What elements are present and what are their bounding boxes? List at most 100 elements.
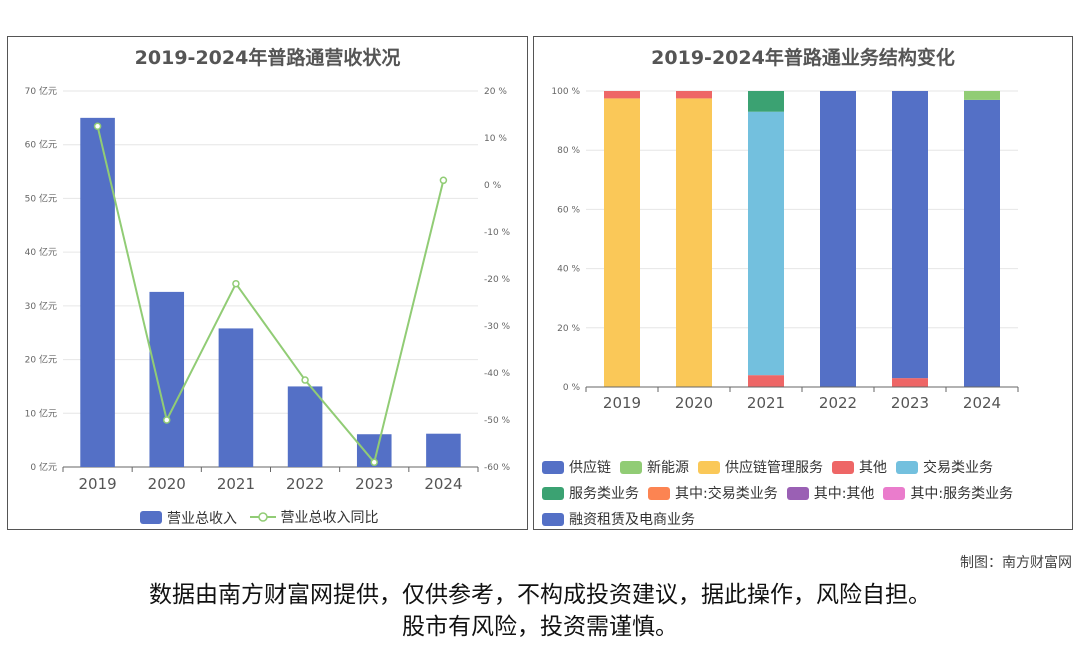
y-left-tick-label: 10 亿元 xyxy=(25,407,57,419)
stack-segment xyxy=(604,98,640,388)
y-right-tick-label: 20 % xyxy=(484,87,507,97)
legend-label: 供应链管理服务 xyxy=(725,460,823,476)
legend-swatch xyxy=(542,512,564,526)
y-left-tick-label: 70 亿元 xyxy=(25,85,57,97)
legend-swatch xyxy=(786,486,809,500)
legend-item-revenue[interactable]: 营业总收入 xyxy=(140,505,237,531)
y-left-tick-label: 40 亿元 xyxy=(25,246,57,258)
revenue-bar xyxy=(426,433,461,467)
disclaimer-line-2: 股市有风险，投资需谨慎。 xyxy=(402,614,678,640)
legend-item[interactable]: 交易类业务 xyxy=(896,454,993,480)
y-tick-label: 0 % xyxy=(563,383,581,393)
y-left-tick-label: 60 亿元 xyxy=(25,139,57,151)
y-left-tick-label: 20 亿元 xyxy=(25,354,57,366)
structure-chart-title: 2019-2024年普路通业务结构变化 xyxy=(651,47,955,69)
y-left-tick-label: 30 亿元 xyxy=(25,300,57,312)
legend-swatch xyxy=(620,460,642,474)
legend-label: 其他 xyxy=(859,460,887,476)
legend-item[interactable]: 其中:其他 xyxy=(786,480,875,506)
y-tick-label: 100 % xyxy=(551,87,580,97)
x-tick-label: 2022 xyxy=(819,394,857,412)
legend-label: 其中:其他 xyxy=(813,486,875,502)
legend-label: 融资租赁及电商业务 xyxy=(569,512,695,528)
yoy-point xyxy=(301,376,309,384)
legend-swatch xyxy=(542,460,564,474)
disclaimer: 数据由南方财富网提供，仅供参考，不构成投资建议，据此操作，风险自担。 股市有风险… xyxy=(0,579,1080,643)
legend-swatch xyxy=(883,486,906,500)
legend-label: 其中:服务类业务 xyxy=(910,486,1014,502)
stack-segment xyxy=(676,91,712,99)
y-right-tick-label: -40 % xyxy=(484,369,511,379)
revenue-legend: 营业总收入 营业总收入同比 xyxy=(140,504,387,531)
legend-item[interactable]: 融资租赁及电商业务 xyxy=(542,506,695,532)
legend-item[interactable]: 其中:交易类业务 xyxy=(648,480,778,506)
y-right-tick-label: -30 % xyxy=(484,322,511,332)
stack-segment xyxy=(820,91,856,387)
yoy-point xyxy=(232,279,240,288)
y-right-tick-label: -60 % xyxy=(484,463,511,473)
y-left-tick-label: 50 亿元 xyxy=(25,192,57,204)
stack-segment xyxy=(892,378,928,387)
revenue-bar xyxy=(149,291,185,467)
legend-line-icon xyxy=(250,512,277,522)
yoy-point xyxy=(163,416,171,424)
legend-swatch xyxy=(648,486,670,500)
y-tick-label: 60 % xyxy=(557,205,580,215)
y-right-tick-label: 10 % xyxy=(484,134,507,144)
yoy-point xyxy=(439,176,448,185)
revenue-bar xyxy=(218,328,254,467)
y-tick-label: 40 % xyxy=(557,265,580,275)
legend-label: 新能源 xyxy=(647,460,689,476)
stack-segment xyxy=(748,91,784,112)
y-tick-label: 20 % xyxy=(557,324,580,334)
x-tick-label: 2023 xyxy=(355,475,393,493)
yoy-point xyxy=(370,458,378,467)
x-tick-label: 2021 xyxy=(747,394,785,412)
structure-legend: 供应链 新能源 供应链管理服务 其他 交易类业务服务类业务 其中:交易类业务 其中:其他 其中… xyxy=(542,454,1070,532)
revenue-bar xyxy=(80,117,115,467)
legend-label-revenue: 营业总收入 xyxy=(167,510,237,527)
legend-item[interactable]: 供应链 xyxy=(542,454,611,480)
structure-chart-panel: 2019-2024年普路通业务结构变化 0 % 20 % 40 % 60 % 80 % 1… xyxy=(533,36,1073,530)
x-tick-label: 2019 xyxy=(603,394,641,412)
revenue-bar xyxy=(287,386,323,467)
revenue-chart-title: 2019-2024年普路通营收状况 xyxy=(134,47,401,69)
stack-segment xyxy=(748,375,784,387)
stack-segment xyxy=(892,91,928,379)
legend-swatch xyxy=(832,460,854,474)
legend-label: 其中:交易类业务 xyxy=(675,486,778,502)
legend-item[interactable]: 供应链管理服务 xyxy=(698,454,823,480)
x-tick-label: 2023 xyxy=(891,394,929,412)
stack-segment xyxy=(964,99,1000,387)
y-left-tick-label: 0 亿元 xyxy=(30,461,57,473)
x-tick-label: 2024 xyxy=(424,475,462,493)
legend-swatch xyxy=(542,486,564,500)
legend-item[interactable]: 服务类业务 xyxy=(542,480,639,506)
y-right-tick-label: -50 % xyxy=(484,416,511,426)
revenue-chart-panel: 2019-2024年普路通营收状况 0 亿元 10 亿元 20 亿元 30 亿元 40 … xyxy=(7,36,528,530)
legend-label-yoy: 营业总收入同比 xyxy=(280,510,379,526)
chart-credit: 制图：南方财富网 xyxy=(960,555,1072,571)
legend-item[interactable]: 其中:服务类业务 xyxy=(883,480,1013,506)
revenue-chart-svg: 0 亿元 10 亿元 20 亿元 30 亿元 40 亿元 50 亿元 60 亿元 70 亿元 -… xyxy=(25,85,511,493)
y-tick-label: 80 % xyxy=(557,146,580,156)
stack-segment xyxy=(604,91,640,99)
legend-item-yoy[interactable]: 营业总收入同比 xyxy=(250,504,378,530)
yoy-point xyxy=(93,122,102,130)
x-tick-label: 2022 xyxy=(286,475,324,493)
y-right-tick-label: -20 % xyxy=(484,275,511,285)
stack-segment xyxy=(748,111,784,376)
x-tick-label: 2021 xyxy=(217,475,255,493)
x-tick-label: 2020 xyxy=(148,475,186,493)
legend-swatch xyxy=(896,460,918,474)
x-tick-label: 2019 xyxy=(78,475,116,493)
disclaimer-line-1: 数据由南方财富网提供，仅供参考，不构成投资建议，据此操作，风险自担。 xyxy=(149,582,931,608)
legend-swatch xyxy=(698,460,720,474)
y-right-tick-label: 0 % xyxy=(484,181,502,191)
structure-chart-svg: 0 % 20 % 40 % 60 % 80 % 100 % 2019 2020 2021 2022… xyxy=(551,87,1019,412)
legend-label: 交易类业务 xyxy=(923,460,993,476)
y-right-tick-label: -10 % xyxy=(484,228,511,238)
legend-item[interactable]: 新能源 xyxy=(620,454,689,480)
x-tick-label: 2020 xyxy=(675,394,713,412)
legend-item[interactable]: 其他 xyxy=(832,454,887,480)
